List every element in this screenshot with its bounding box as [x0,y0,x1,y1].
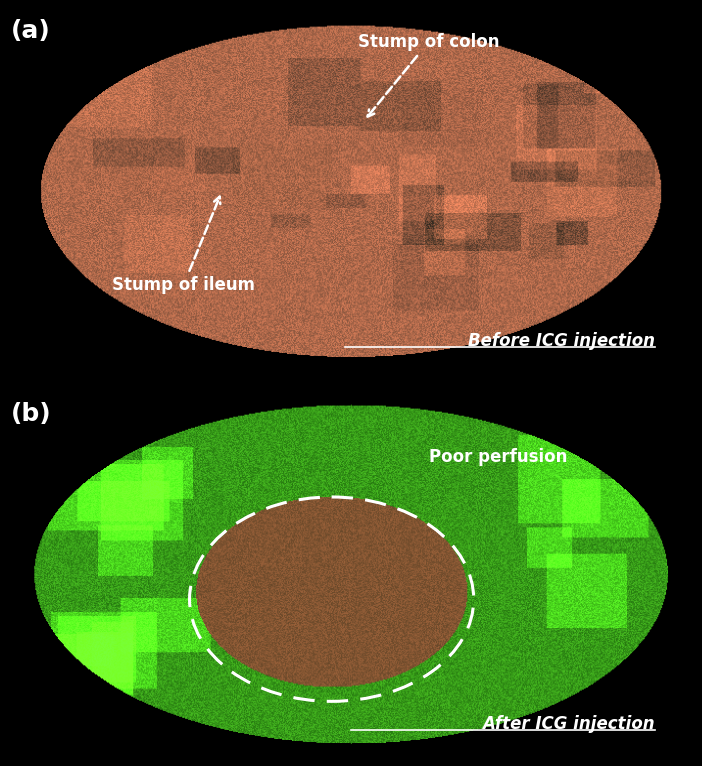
Text: (b): (b) [11,402,51,426]
Text: Before ICG injection: Before ICG injection [468,332,654,350]
Text: After ICG injection: After ICG injection [482,715,654,733]
Text: Stump of colon: Stump of colon [358,33,499,116]
Text: Poor perfusion: Poor perfusion [428,447,567,466]
Text: Stump of ileum: Stump of ileum [112,197,255,294]
Text: (a): (a) [11,19,51,43]
